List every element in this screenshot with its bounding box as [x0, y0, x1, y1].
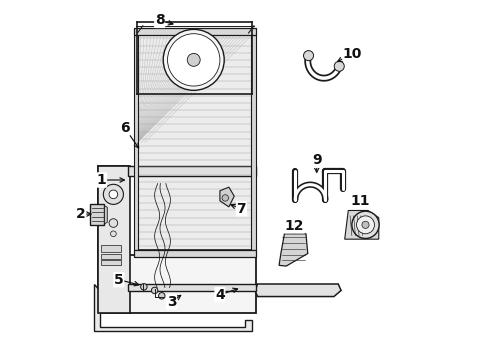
Bar [101, 260, 121, 265]
Bar [134, 28, 256, 36]
Polygon shape [279, 234, 308, 266]
Text: 8: 8 [155, 13, 165, 27]
Bar [134, 250, 256, 257]
Circle shape [352, 211, 379, 238]
Circle shape [357, 216, 374, 234]
Circle shape [111, 231, 116, 237]
Bar [101, 244, 121, 252]
Text: 1: 1 [97, 173, 106, 187]
Text: 2: 2 [76, 207, 86, 221]
Text: 6: 6 [120, 121, 130, 135]
Circle shape [168, 34, 220, 86]
Circle shape [151, 287, 158, 294]
Bar [101, 253, 121, 259]
Bar [134, 35, 138, 250]
Circle shape [141, 284, 147, 290]
Bar [137, 35, 252, 250]
Circle shape [303, 51, 314, 60]
Text: 7: 7 [237, 202, 246, 216]
Text: 3: 3 [167, 295, 176, 309]
Polygon shape [128, 284, 256, 291]
Circle shape [222, 195, 228, 201]
Circle shape [159, 293, 165, 299]
Text: 12: 12 [285, 219, 304, 233]
Text: 10: 10 [343, 47, 362, 61]
Text: 5: 5 [114, 273, 123, 287]
Circle shape [109, 219, 118, 227]
Circle shape [362, 221, 369, 228]
Text: 11: 11 [350, 194, 369, 208]
Text: 4: 4 [215, 288, 225, 302]
Circle shape [103, 184, 123, 204]
Polygon shape [128, 166, 256, 176]
Polygon shape [104, 206, 107, 224]
Circle shape [163, 30, 224, 90]
Polygon shape [95, 284, 252, 330]
Circle shape [187, 53, 200, 66]
Polygon shape [220, 187, 234, 207]
Circle shape [109, 190, 118, 199]
Bar [251, 35, 256, 250]
Polygon shape [344, 211, 379, 239]
Text: 9: 9 [312, 153, 321, 167]
Circle shape [334, 61, 344, 71]
Polygon shape [98, 166, 256, 313]
Polygon shape [90, 204, 104, 225]
Polygon shape [255, 284, 341, 297]
Polygon shape [98, 166, 130, 313]
